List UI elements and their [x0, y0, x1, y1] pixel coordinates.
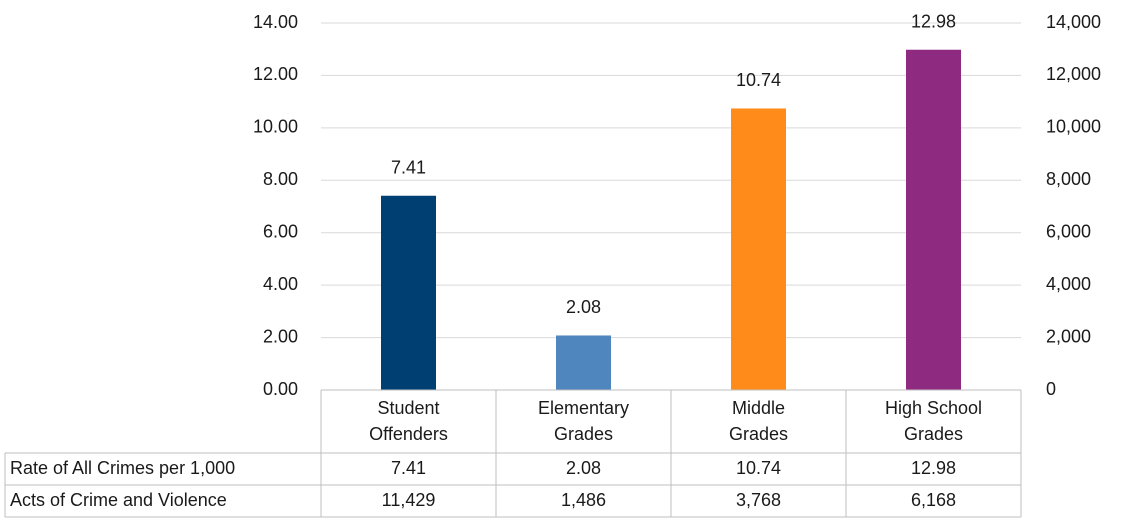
y-axis-left: 0.00 2.00 4.00 6.00 8.00 10.00 12.00 14.00 [253, 12, 298, 399]
table-cell: 3,768 [736, 490, 781, 510]
table-cell: 2.08 [566, 458, 601, 478]
data-label: 7.41 [391, 158, 426, 178]
category-label: Grades [729, 424, 788, 444]
table-cell: 10.74 [736, 458, 781, 478]
category-label: Grades [554, 424, 613, 444]
y-left-tick-label: 14.00 [253, 12, 298, 32]
bar [731, 108, 786, 391]
table-cell: 12.98 [911, 458, 956, 478]
category-label: Student [377, 398, 439, 418]
category-label: Grades [904, 424, 963, 444]
y-left-tick-label: 6.00 [263, 221, 298, 241]
data-table: Student Offenders Elementary Grades Middle Gr… [4, 389, 1022, 518]
gridlines [321, 22, 1021, 339]
y-right-tick-label: 4,000 [1046, 274, 1091, 294]
y-axis-right: 0 2,000 4,000 6,000 8,000 10,000 12,000 14,000 [1046, 12, 1101, 399]
y-right-tick-label: 8,000 [1046, 169, 1091, 189]
bars [381, 49, 961, 391]
data-labels: 7.41 2.08 10.74 12.98 [391, 11, 956, 317]
y-left-tick-label: 10.00 [253, 117, 298, 137]
y-left-tick-label: 12.00 [253, 64, 298, 84]
y-right-tick-label: 12,000 [1046, 64, 1101, 84]
category-label: Offenders [369, 424, 448, 444]
table-cell: 1,486 [561, 490, 606, 510]
series-name: Acts of Crime and Violence [10, 490, 227, 510]
category-label: High School [885, 398, 982, 418]
y-right-tick-label: 10,000 [1046, 117, 1101, 137]
table-cell: 11,429 [382, 490, 436, 510]
series-name: Rate of All Crimes per 1,000 [10, 458, 235, 478]
y-right-tick-label: 0 [1046, 379, 1056, 399]
category-label: Middle [732, 398, 785, 418]
bar [906, 49, 961, 390]
y-right-tick-label: 14,000 [1046, 12, 1101, 32]
table-cell: 6,168 [911, 490, 956, 510]
category-label: Elementary [538, 398, 629, 418]
bar [381, 195, 436, 390]
table-cell: 7.41 [391, 458, 426, 478]
data-label: 2.08 [566, 297, 601, 317]
y-right-tick-label: 6,000 [1046, 221, 1091, 241]
y-left-tick-label: 0.00 [263, 379, 298, 399]
bar [556, 335, 611, 390]
y-right-tick-label: 2,000 [1046, 326, 1091, 346]
y-left-tick-label: 4.00 [263, 274, 298, 294]
data-label: 12.98 [911, 11, 956, 31]
y-left-tick-label: 2.00 [263, 326, 298, 346]
data-label: 10.74 [736, 70, 781, 90]
y-left-tick-label: 8.00 [263, 169, 298, 189]
